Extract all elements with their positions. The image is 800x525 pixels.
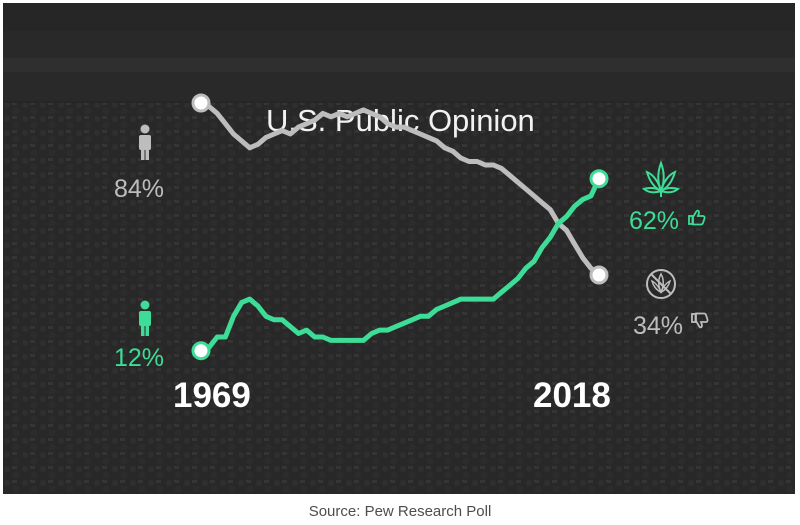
oppose-start-label: 84% [114, 175, 164, 203]
oppose-end-label: 34% [633, 312, 683, 340]
chart-title: U.S. Public Opinion [266, 103, 535, 138]
person-icon [139, 300, 151, 336]
series-layer [191, 93, 609, 361]
x-end-year: 2018 [533, 376, 611, 415]
source-caption: Source: Pew Research Poll [308, 503, 492, 520]
support-end-label: 62% [629, 207, 679, 235]
support-end-point [589, 169, 609, 189]
dark-overlay [3, 3, 795, 494]
oppose-series-line [198, 100, 602, 278]
thumbs-down-icon [691, 312, 709, 329]
no-cannabis-icon [646, 269, 676, 299]
support-start-point [191, 341, 211, 361]
bridge-deck [3, 58, 795, 72]
x-start-year: 1969 [173, 376, 251, 415]
cannabis-leaf-icon [641, 160, 681, 197]
person-icon [139, 124, 151, 160]
opinion-chart: U.S. Public Opinion 84% 12% 62% [3, 3, 795, 494]
support-series-line [198, 176, 602, 354]
oppose-start-point [191, 93, 211, 113]
support-start-label: 12% [114, 344, 164, 372]
chart-figure: U.S. Public Opinion 84% 12% 62% [3, 3, 795, 494]
oppose-end-point [589, 265, 609, 285]
thumbs-up-icon [688, 209, 706, 226]
